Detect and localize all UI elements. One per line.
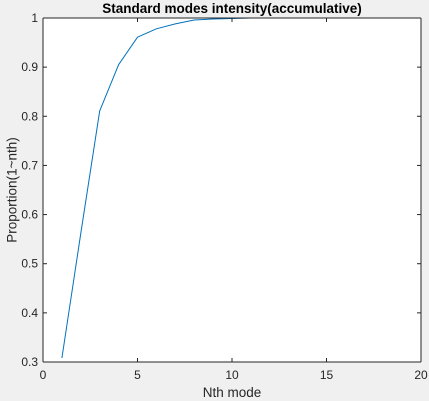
chart-title: Standard modes intensity(accumulative) [102, 1, 362, 16]
x-axis-title: Nth mode [203, 385, 262, 400]
y-tick-label: 0.5 [21, 257, 38, 271]
x-tick-label: 10 [225, 368, 239, 382]
x-tick-label: 5 [134, 368, 141, 382]
y-tick-label: 1 [31, 11, 38, 25]
y-tick-label: 0.3 [21, 355, 38, 369]
y-tick-label: 0.9 [21, 60, 38, 74]
x-tick-label: 0 [40, 368, 47, 382]
x-tick-label: 20 [414, 368, 428, 382]
y-tick-label: 0.6 [21, 208, 38, 222]
y-axis-title: Proportion(1~nth) [5, 137, 20, 242]
x-tick-label: 15 [320, 368, 334, 382]
plot-area [43, 18, 421, 362]
y-tick-label: 0.7 [21, 158, 38, 172]
y-tick-label: 0.8 [21, 109, 38, 123]
y-tick-label: 0.4 [21, 306, 38, 320]
